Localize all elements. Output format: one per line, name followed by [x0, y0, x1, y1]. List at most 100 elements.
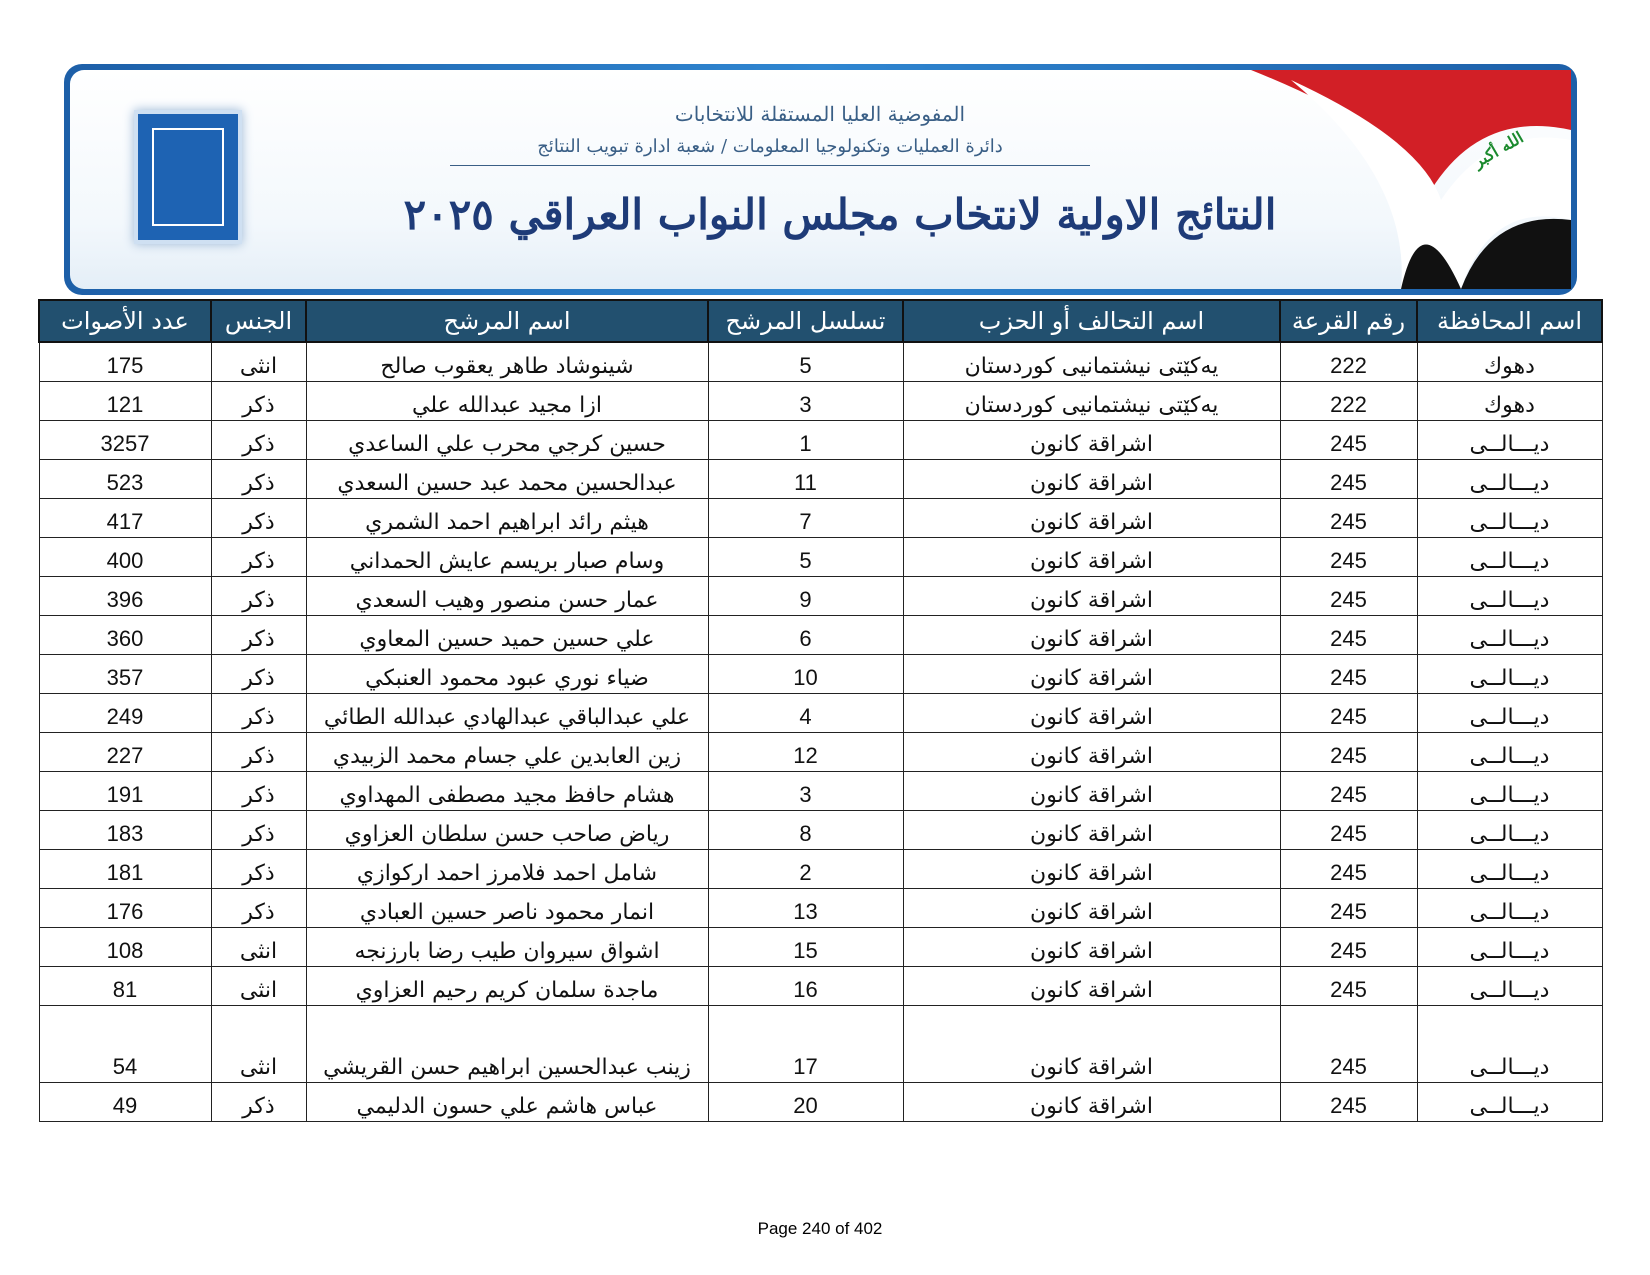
- table-cell: ذكر: [210, 498, 307, 538]
- table-row: ديـــالــى 245 اشراقة كانون 17 زينب عبدالحسي…: [38, 1005, 1603, 1083]
- table-cell: حسين كرجي محرب علي الساعدي: [305, 420, 709, 460]
- table-cell: ذكر: [210, 381, 307, 421]
- table-cell: يەكێتی نیشتمانیی كوردستان: [902, 341, 1281, 382]
- table-cell: ديـــالــى: [1416, 1005, 1603, 1083]
- table-cell: 245: [1279, 732, 1418, 772]
- table-cell: اشراقة كانون: [902, 498, 1281, 538]
- header-line: المفوضية العليا المستقلة للانتخابات: [674, 102, 966, 126]
- table-cell: 3: [707, 771, 904, 811]
- column-header: اسم المحافظة: [1416, 299, 1603, 343]
- table-cell: ذكر: [210, 732, 307, 772]
- table-cell: عباس هاشم علي حسون الدليمي: [305, 1082, 709, 1122]
- flag: [1251, 70, 1571, 289]
- table-cell: ذكر: [210, 1082, 307, 1122]
- table-cell: 6: [707, 615, 904, 655]
- table-cell: 191: [38, 771, 212, 811]
- table-cell: 245: [1279, 849, 1418, 889]
- table-cell: 249: [38, 693, 212, 733]
- table-cell: دهوك: [1416, 341, 1603, 382]
- column-header: اسم المرشح: [305, 299, 709, 343]
- column-header: رقم القرعة: [1279, 299, 1418, 343]
- table-cell: 10: [707, 654, 904, 694]
- column-header: تسلسل المرشح: [707, 299, 904, 343]
- table-cell: اشراقة كانون: [902, 849, 1281, 889]
- table-cell: 396: [38, 576, 212, 616]
- table-cell: اشراقة كانون: [902, 1082, 1281, 1122]
- table-row: دهوك 222 يەكێتی نیشتمانیی كوردستان 5 شينوشاد…: [38, 341, 1603, 382]
- table-cell: 49: [38, 1082, 212, 1122]
- table-cell: 222: [1279, 381, 1418, 421]
- table-row: ديـــالــى 245 اشراقة كانون 2 شامل احمد فلام…: [38, 849, 1603, 889]
- table-cell: ذكر: [210, 810, 307, 850]
- results-table: اسم المحافظة رقم القرعة اسم التحالف أو الح…: [38, 299, 1603, 1122]
- table-cell: ازا مجيد عبدالله علي: [305, 381, 709, 421]
- table-cell: 81: [38, 966, 212, 1006]
- table-cell: هيثم رائد ابراهيم احمد الشمري: [305, 498, 709, 538]
- table-cell: 357: [38, 654, 212, 694]
- table-cell: 54: [38, 1005, 212, 1083]
- table-row: ديـــالــى 245 اشراقة كانون 15 اشواق سيروان …: [38, 927, 1603, 967]
- table-cell: ذكر: [210, 459, 307, 499]
- table-cell: 181: [38, 849, 212, 889]
- table-cell: ديـــالــى: [1416, 966, 1603, 1006]
- table-cell: ديـــالــى: [1416, 420, 1603, 460]
- table-cell: 245: [1279, 537, 1418, 577]
- table-cell: 20: [707, 1082, 904, 1122]
- table-row: ديـــالــى 245 اشراقة كانون 1 حسين كرجي محرب…: [38, 420, 1603, 460]
- table-cell: اشراقة كانون: [902, 615, 1281, 655]
- table-row: ديـــالــى 245 اشراقة كانون 6 علي حسين حميد …: [38, 615, 1603, 655]
- banner-inner: الله أكبر المفوضية العليا المستقلة للانت…: [70, 70, 1571, 289]
- page-number: Page 240 of 402: [757, 1219, 883, 1238]
- table-cell: زينب عبدالحسين ابراهيم حسن القريشي: [305, 1005, 709, 1083]
- table-cell: انثى: [210, 1005, 307, 1083]
- table-cell: ديـــالــى: [1416, 927, 1603, 967]
- table-cell: علي عبدالباقي عبدالهادي عبدالله الطائي: [305, 693, 709, 733]
- table-cell: 245: [1279, 810, 1418, 850]
- table-cell: اشراقة كانون: [902, 732, 1281, 772]
- header-title: النتائج الاولية لانتخاب مجلس النواب العر…: [403, 190, 1277, 239]
- table-row: ديـــالــى 245 اشراقة كانون 8 رياض صاحب حسن …: [38, 810, 1603, 850]
- table-cell: وسام صبار بريسم عايش الحمداني: [305, 537, 709, 577]
- table-cell: ديـــالــى: [1416, 693, 1603, 733]
- table-cell: 245: [1279, 1005, 1418, 1083]
- table-row: ديـــالــى 245 اشراقة كانون 3 هشام حافظ مجيد…: [38, 771, 1603, 811]
- table-cell: 245: [1279, 459, 1418, 499]
- table-cell: 108: [38, 927, 212, 967]
- table-cell: ديـــالــى: [1416, 810, 1603, 850]
- table-cell: ذكر: [210, 654, 307, 694]
- table-cell: 245: [1279, 888, 1418, 928]
- banner: الله أكبر المفوضية العليا المستقلة للانت…: [64, 64, 1577, 295]
- table-cell: اشراقة كانون: [902, 1005, 1281, 1083]
- table-row: ديـــالــى 245 اشراقة كانون 9 عمار حسن منصور…: [38, 576, 1603, 616]
- table-cell: 3: [707, 381, 904, 421]
- table-cell: 245: [1279, 693, 1418, 733]
- table-cell: 400: [38, 537, 212, 577]
- table-cell: 7: [707, 498, 904, 538]
- table-cell: 245: [1279, 654, 1418, 694]
- table-cell: اشواق سيروان طيب رضا بارزنجه: [305, 927, 709, 967]
- table-cell: ذكر: [210, 849, 307, 889]
- column-header: الجنس: [210, 299, 307, 343]
- table-cell: اشراقة كانون: [902, 966, 1281, 1006]
- table-cell: انمار محمود ناصر حسين العبادي: [305, 888, 709, 928]
- table-cell: 17: [707, 1005, 904, 1083]
- table-cell: 4: [707, 693, 904, 733]
- table-cell: ديـــالــى: [1416, 615, 1603, 655]
- table-row: ديـــالــى 245 اشراقة كانون 12 زين العابدين …: [38, 732, 1603, 772]
- table-cell: 245: [1279, 615, 1418, 655]
- table-cell: اشراقة كانون: [902, 810, 1281, 850]
- table-cell: 222: [1279, 341, 1418, 382]
- logo: [134, 110, 242, 244]
- table-cell: ديـــالــى: [1416, 771, 1603, 811]
- table-cell: 12: [707, 732, 904, 772]
- table-cell: 245: [1279, 420, 1418, 460]
- table-cell: انثى: [210, 341, 307, 382]
- table-cell: انثى: [210, 927, 307, 967]
- table-cell: 417: [38, 498, 212, 538]
- table-cell: 121: [38, 381, 212, 421]
- table-cell: ديـــالــى: [1416, 888, 1603, 928]
- table-cell: 245: [1279, 927, 1418, 967]
- table-cell: 9: [707, 576, 904, 616]
- table-cell: 5: [707, 537, 904, 577]
